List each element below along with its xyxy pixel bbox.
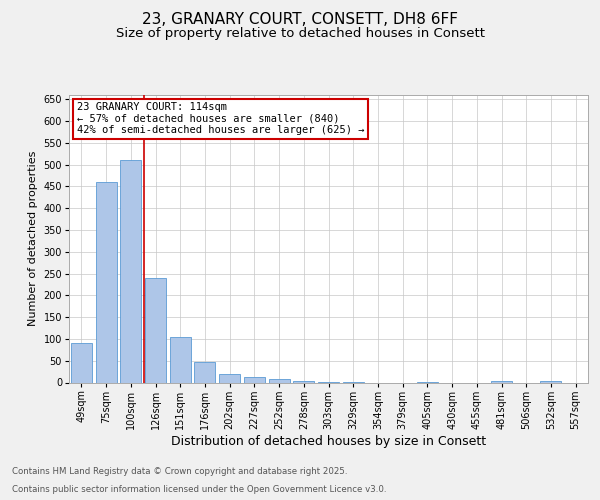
Text: 23, GRANARY COURT, CONSETT, DH8 6FF: 23, GRANARY COURT, CONSETT, DH8 6FF bbox=[142, 12, 458, 28]
Bar bbox=[194, 362, 215, 382]
Bar bbox=[293, 381, 314, 382]
Bar bbox=[541, 381, 562, 382]
Text: Contains public sector information licensed under the Open Government Licence v3: Contains public sector information licen… bbox=[12, 485, 386, 494]
Text: Contains HM Land Registry data © Crown copyright and database right 2025.: Contains HM Land Registry data © Crown c… bbox=[12, 467, 347, 476]
Bar bbox=[219, 374, 240, 382]
Bar bbox=[491, 381, 512, 382]
Bar bbox=[170, 337, 191, 382]
Text: Size of property relative to detached houses in Consett: Size of property relative to detached ho… bbox=[115, 28, 485, 40]
Y-axis label: Number of detached properties: Number of detached properties bbox=[28, 151, 38, 326]
Bar bbox=[95, 182, 116, 382]
Text: 23 GRANARY COURT: 114sqm
← 57% of detached houses are smaller (840)
42% of semi-: 23 GRANARY COURT: 114sqm ← 57% of detach… bbox=[77, 102, 364, 136]
Bar bbox=[120, 160, 141, 382]
Bar bbox=[269, 380, 290, 382]
Bar bbox=[244, 377, 265, 382]
X-axis label: Distribution of detached houses by size in Consett: Distribution of detached houses by size … bbox=[171, 434, 486, 448]
Bar bbox=[145, 278, 166, 382]
Bar bbox=[71, 344, 92, 382]
